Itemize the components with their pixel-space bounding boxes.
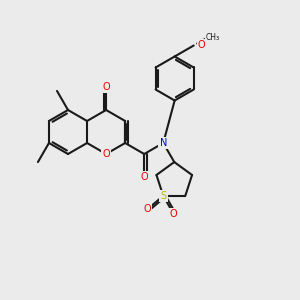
- Text: O: O: [102, 149, 110, 159]
- Text: N: N: [160, 138, 167, 148]
- Text: CH₃: CH₃: [206, 33, 220, 42]
- Text: S: S: [160, 191, 166, 201]
- Text: O: O: [170, 209, 178, 219]
- Text: O: O: [102, 82, 110, 92]
- Text: O: O: [140, 172, 148, 182]
- Text: O: O: [198, 40, 206, 50]
- Text: O: O: [143, 204, 151, 214]
